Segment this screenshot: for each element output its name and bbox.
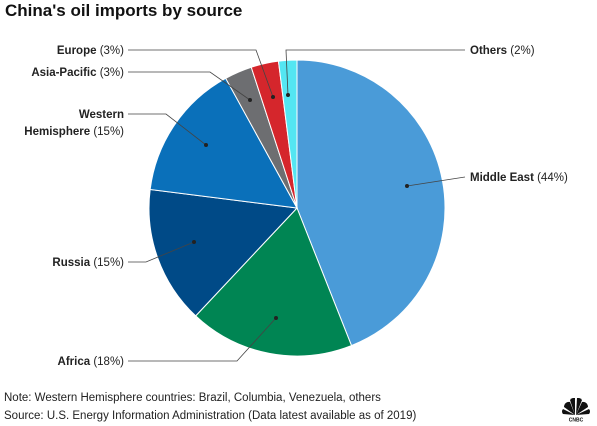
pie-slice-western-hemisphere <box>149 77 298 209</box>
logo-text: CNBC <box>569 418 584 423</box>
pie-slice-russia <box>148 188 299 317</box>
leader-line-middle-east <box>406 176 466 187</box>
pie-chart: Middle East (44%) Africa (18%) Russia (15%… <box>24 45 568 368</box>
leader-dot-western-hemisphere <box>204 143 208 147</box>
leader-dot-middle-east <box>405 184 409 188</box>
slice-label-middle-east: Middle East (44%) <box>470 172 568 184</box>
cnbc-peacock-logo: CNBC <box>562 398 590 423</box>
leader-line-russia <box>128 241 195 263</box>
note-text: Note: Western Hemisphere countries: Braz… <box>4 392 381 404</box>
leader-dot-others <box>286 93 290 97</box>
leader-dot-europe <box>271 95 275 99</box>
slice-label-western-hemisphere: Western Hemisphere (15%) <box>24 109 124 138</box>
slice-label-europe: Europe (3%) <box>57 45 124 57</box>
leader-dot-asia-pacific <box>248 98 252 102</box>
leader-line-africa <box>128 317 277 362</box>
slice-label-asia-pacific: Asia-Pacific (3%) <box>31 67 124 79</box>
footnotes: Note: Western Hemisphere countries: Braz… <box>4 389 416 425</box>
slice-label-others: Others (2%) <box>470 45 535 57</box>
slice-label-russia: Russia (15%) <box>52 257 124 269</box>
leader-dot-africa <box>274 316 278 320</box>
source-text: Source: U.S. Energy Information Administ… <box>4 410 417 422</box>
leader-line-europe <box>128 49 274 98</box>
leader-dot-russia <box>192 240 196 244</box>
slice-label-africa: Africa (18%) <box>58 356 125 368</box>
leader-line-asia-pacific <box>128 71 251 101</box>
pie-slice-africa <box>194 207 353 357</box>
leader-line-western-hemisphere <box>128 113 207 146</box>
leader-line-others <box>285 49 465 96</box>
pie-slice-others <box>277 59 298 209</box>
chart-title: China's oil imports by source <box>5 1 243 20</box>
